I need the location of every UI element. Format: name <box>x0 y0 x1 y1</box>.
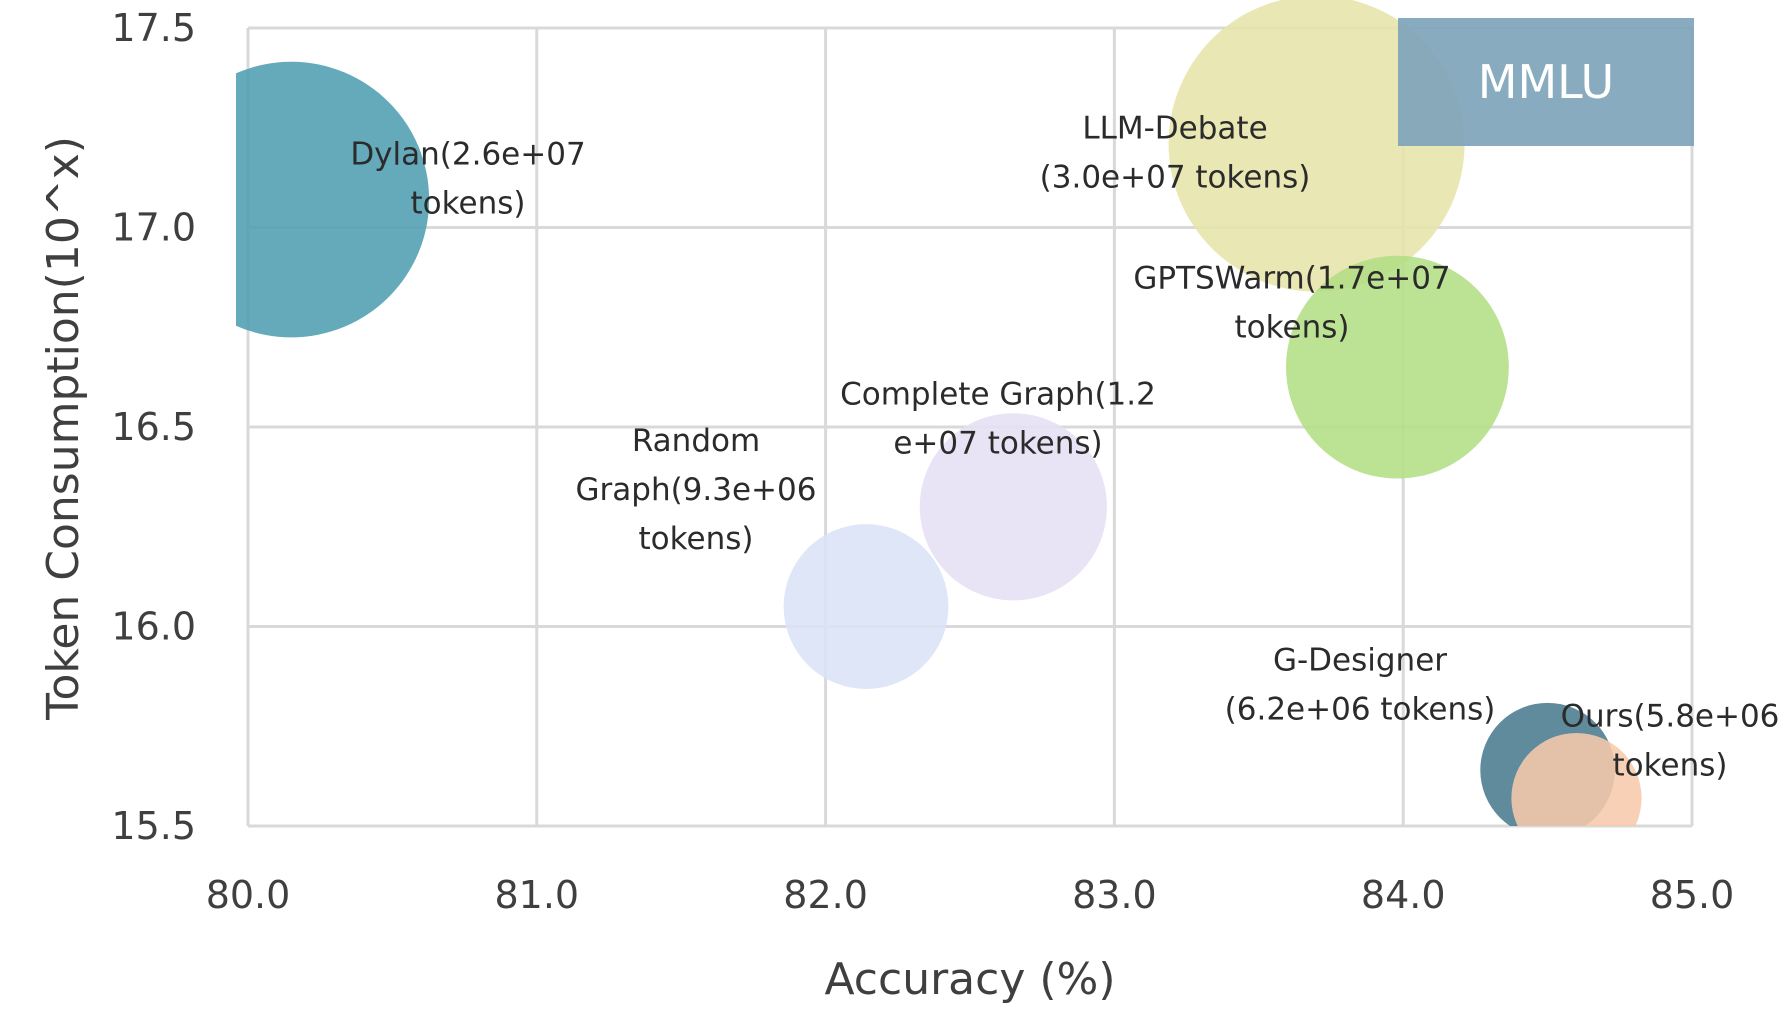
y-tick-label: 17.5 <box>111 6 196 50</box>
bubble-dylan <box>236 61 430 338</box>
bubble-random-graph <box>783 524 949 689</box>
x-tick-label: 82.0 <box>783 873 868 917</box>
bubble-label-random-graph: tokens) <box>639 521 754 557</box>
bubbles <box>236 0 1642 826</box>
bubble-complete-graph <box>919 413 1107 601</box>
bubble-gptswarm <box>1286 255 1509 479</box>
bubble-label-llm-debate: LLM-Debate <box>1082 111 1267 147</box>
bubble-label-gptswarm: tokens) <box>1235 310 1350 346</box>
bubble-label-random-graph: Random <box>632 423 760 459</box>
chart-title: MMLU <box>1478 55 1614 109</box>
bubble-ours <box>1511 732 1642 826</box>
bubble-label-g-designer: G-Designer <box>1273 643 1447 679</box>
y-axis-title: Token Consumption(10^x) <box>38 136 89 721</box>
y-tick-label: 15.5 <box>111 804 196 848</box>
x-tick-label: 81.0 <box>494 873 579 917</box>
bubble-labels: Dylan(2.6e+07 tokens) LLM-Debate (3.0e+07 t… <box>350 111 1779 784</box>
bubble-label-ours: Ours(5.8e+06 <box>1561 699 1780 735</box>
x-tick-label: 84.0 <box>1361 873 1446 917</box>
y-tick-label: 16.5 <box>111 405 196 449</box>
y-tick-label: 16.0 <box>111 605 196 649</box>
bubble-label-g-designer: (6.2e+06 tokens) <box>1225 692 1496 728</box>
bubble-label-dylan: Dylan(2.6e+07 <box>350 137 585 173</box>
bubble-label-complete-graph: Complete Graph(1.2 <box>840 377 1156 413</box>
x-tick-label: 83.0 <box>1072 873 1157 917</box>
bubble-label-complete-graph: e+07 tokens) <box>893 426 1102 462</box>
bubble-label-gptswarm: GPTSWarm(1.7e+07 <box>1133 261 1450 297</box>
x-tick-label: 80.0 <box>206 873 291 917</box>
bubble-label-dylan: tokens) <box>411 186 526 222</box>
y-tick-label: 17.0 <box>111 206 196 250</box>
x-axis-title: Accuracy (%) <box>824 954 1115 1005</box>
bubble-label-llm-debate: (3.0e+07 tokens) <box>1040 160 1311 196</box>
tick-labels: 80.0 81.0 82.0 83.0 84.0 85.0 15.5 16.0 16.5 17.0… <box>111 6 1734 917</box>
title-badge <box>1398 18 1694 146</box>
bubble-label-ours: tokens) <box>1613 748 1728 784</box>
x-tick-label: 85.0 <box>1650 873 1735 917</box>
bubble-llm-debate <box>1168 0 1465 292</box>
bubble-label-random-graph: Graph(9.3e+06 <box>576 472 817 508</box>
